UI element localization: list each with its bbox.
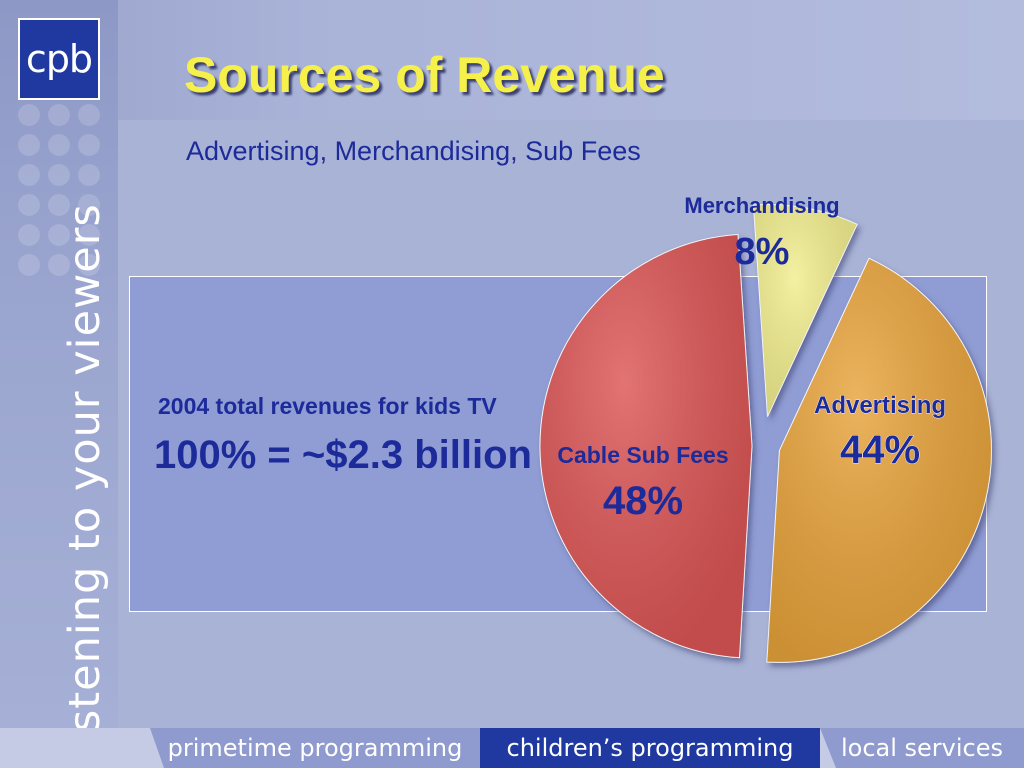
decorative-dot	[48, 194, 70, 216]
decorative-dot	[48, 134, 70, 156]
pie-slice-shading	[753, 204, 858, 417]
decorative-dot	[78, 134, 100, 156]
pie-label-value-cable-sub-fees: 48%	[603, 479, 683, 523]
total-revenue-label: 2004 total revenues for kids TV	[158, 393, 497, 419]
decorative-dot	[78, 104, 100, 126]
pie-label-name-merchandising: Merchandising	[684, 193, 839, 218]
pie-label-value-merchandising: 8%	[735, 231, 790, 273]
slide-title: Sources of Revenue	[184, 47, 665, 103]
decorative-dot	[18, 104, 40, 126]
decorative-dot	[48, 254, 70, 276]
cpb-logo: cpb	[18, 18, 100, 100]
decorative-dot	[18, 164, 40, 186]
left-strip	[0, 0, 118, 728]
slide-subtitle: Advertising, Merchandising, Sub Fees	[186, 136, 641, 166]
decorative-dot	[48, 104, 70, 126]
decorative-dot	[18, 134, 40, 156]
decorative-dot	[48, 224, 70, 246]
decorative-dot	[18, 254, 40, 276]
decorative-dot	[78, 164, 100, 186]
pie-slice-shading	[540, 234, 753, 658]
decorative-dot	[78, 254, 100, 276]
nav-childrens-programming[interactable]: children’s programming	[480, 728, 820, 768]
decorative-dots	[18, 104, 108, 284]
decorative-dot	[18, 194, 40, 216]
pie-label-value-advertising: 44%	[840, 428, 920, 472]
nav-primetime-programming[interactable]: primetime programming	[150, 728, 480, 768]
header-background	[0, 0, 1024, 120]
nav-local-services[interactable]: local services	[820, 728, 1024, 768]
decorative-dot	[48, 164, 70, 186]
total-revenue-value: 100% = ~$2.3 billion	[154, 433, 532, 477]
pie-slice-shading	[766, 258, 992, 663]
decorative-dot	[78, 194, 100, 216]
pie-label-name-advertising: Advertising	[814, 392, 946, 419]
pie-label-name-cable-sub-fees: Cable Sub Fees	[557, 442, 728, 468]
bottom-nav: primetime programming children’s program…	[0, 728, 1024, 768]
decorative-dot	[18, 224, 40, 246]
decorative-dot	[78, 224, 100, 246]
